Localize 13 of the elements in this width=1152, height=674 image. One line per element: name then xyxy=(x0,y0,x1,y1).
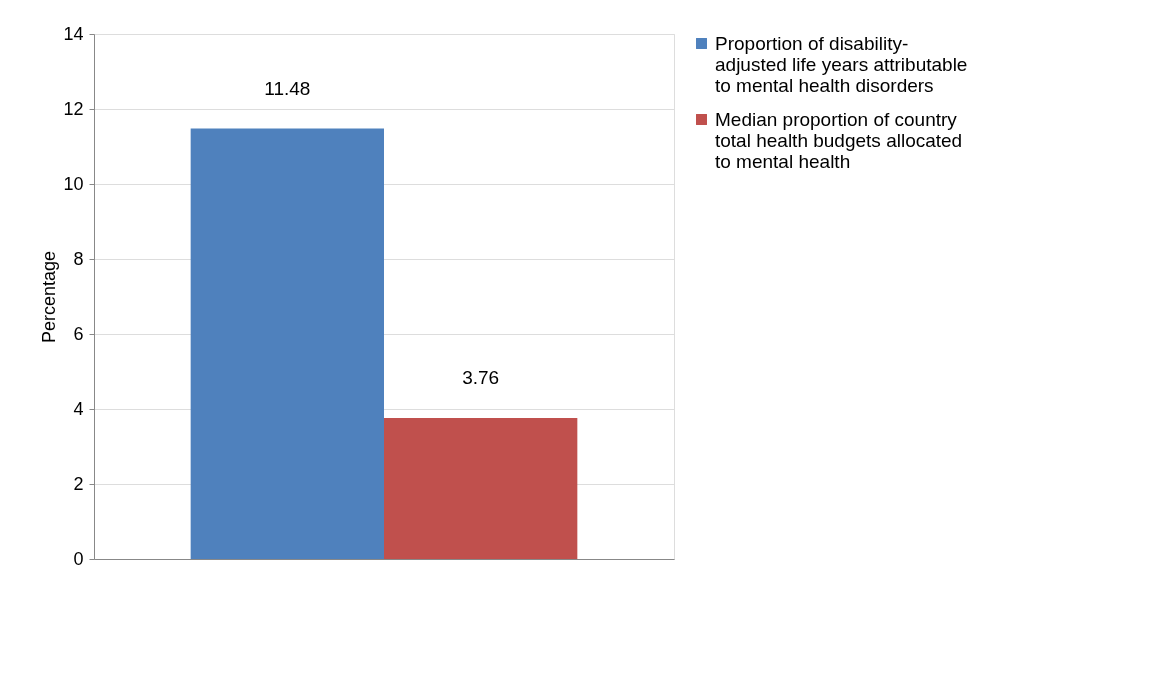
y-tick-label: 0 xyxy=(73,548,84,569)
data-label: 11.48 xyxy=(264,77,311,99)
y-axis-title: Percentage xyxy=(39,250,60,344)
y-tick-label: 8 xyxy=(73,248,84,269)
y-tick-label: 6 xyxy=(73,323,84,344)
y-tick-label: 4 xyxy=(73,398,84,419)
legend-label: Proportion of disability-adjusted life years attributable to mental health disorders xyxy=(715,32,968,96)
data-label: 3.76 xyxy=(462,367,500,388)
y-tick-label: 10 xyxy=(63,173,84,194)
y-tick-label: 2 xyxy=(73,473,84,494)
y-tick-label: 12 xyxy=(63,98,84,119)
y-tick-label: 14 xyxy=(63,23,84,44)
legend-label: Median proportion of country total health budgets allocated to mental health xyxy=(715,108,963,172)
